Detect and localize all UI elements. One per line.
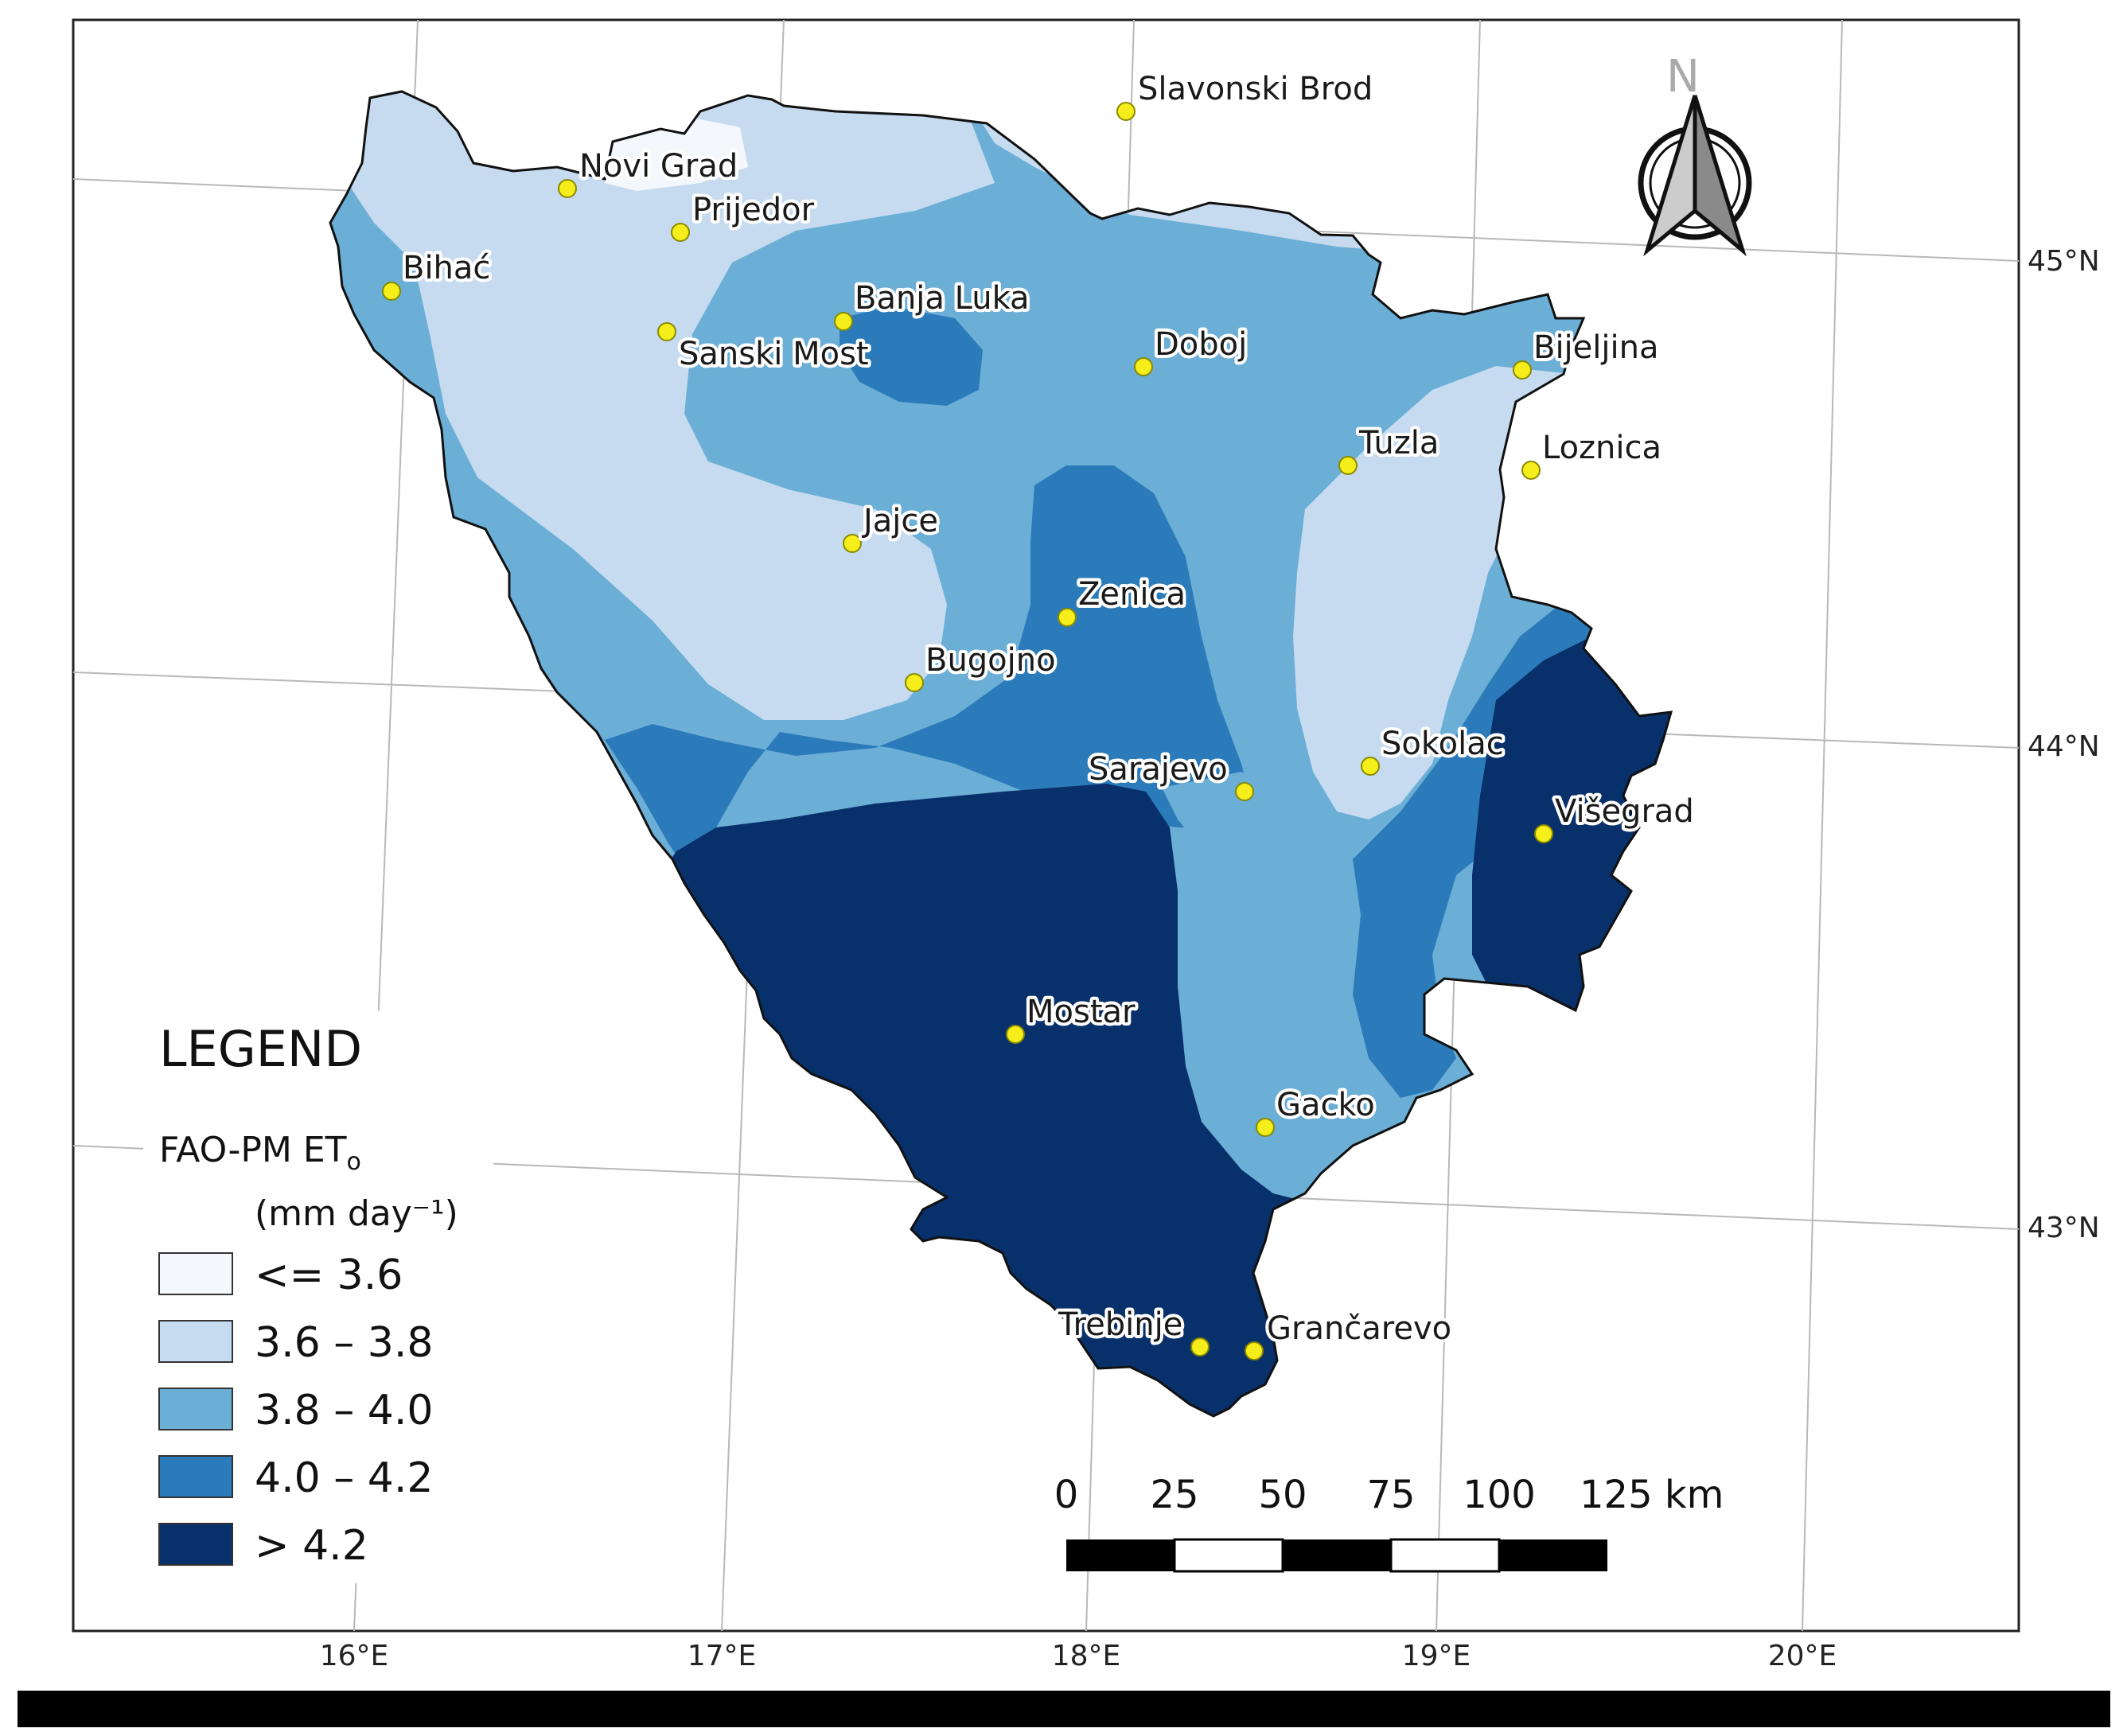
country-border [329,90,1673,1418]
city-marker-grancarevo [1245,1341,1264,1360]
city-label-bugojno: Bugojno [925,642,1056,679]
city-marker-bihac [382,282,401,301]
legend: LEGEND FAO-PM ETo (mm day⁻¹) <= 3.6 3.6 … [143,1010,493,1583]
city-marker-sarajevo [1235,782,1254,801]
latitude-labels: 45°N 44°N 43°N [2028,245,2100,1244]
city-label-trebinje: Trebinje [1058,1306,1182,1343]
city-label-banja-luka: Banja Luka [855,280,1030,317]
legend-swatch-3-6-3-8 [158,1320,233,1363]
city-marker-trebinje [1190,1337,1210,1356]
city-marker-mostar [1006,1025,1025,1044]
city-label-doboj: Doboj [1155,326,1247,363]
city-marker-zenica [1058,608,1077,627]
scale-label-100: 100 [1463,1473,1536,1517]
longitude-labels: 16°E 17°E 18°E 19°E 20°E [320,1640,1837,1672]
lon-label-18e: 18°E [1052,1640,1121,1672]
lat-label-45n: 45°N [2028,245,2100,278]
city-label-visegrad: Višegrad [1555,793,1694,830]
city-marker-bijeljina [1513,360,1532,380]
city-marker-jajce [843,534,862,553]
city-marker-sanski-most [657,322,676,341]
city-marker-loznica [1521,461,1541,480]
city-marker-prijedor [671,223,690,242]
city-label-slavonski-brod: Slavonski Brod [1138,71,1373,107]
city-label-grancarevo: Grančarevo [1267,1310,1451,1347]
zone-3-6-3-8-northwest [330,91,995,720]
scale-segment-3 [1283,1539,1391,1571]
lat-label-43n: 43°N [2028,1212,2100,1244]
scale-segment-1 [1066,1539,1175,1571]
city-marker-banja-luka [834,312,853,331]
legend-variable: FAO-PM ETo [159,1130,361,1176]
city-marker-visegrad [1534,824,1553,843]
scale-label-50: 50 [1258,1473,1307,1517]
legend-swatch-3-8-4-0 [158,1388,233,1430]
meridian-20e [1802,19,1843,1632]
city-label-gacko: Gacko [1276,1087,1375,1123]
lon-label-19e: 19°E [1402,1640,1471,1672]
scale-label-75: 75 [1366,1473,1415,1517]
legend-units: (mm day⁻¹) [255,1193,458,1234]
zone-4-0-4-2-banja-luka [840,306,983,406]
city-markers [382,102,1553,1360]
bottom-band [18,1691,2110,1727]
scale-segment-4 [1389,1538,1501,1573]
legend-swatch-4-0-4-2 [158,1455,233,1498]
city-label-mostar: Mostar [1026,994,1136,1030]
city-marker-slavonski-brod [1116,102,1136,121]
city-marker-novi-grad [558,179,577,198]
city-marker-sokolac [1361,757,1380,776]
legend-swatch-gt-4-2 [158,1523,233,1566]
legend-title: LEGEND [159,1020,362,1078]
legend-label-gt-4-2: > 4.2 [255,1522,368,1570]
city-label-sarajevo: Sarajevo [1089,751,1228,788]
legend-label-3-6-3-8: 3.6 – 3.8 [255,1319,433,1367]
city-label-sanski-most: Sanski Most [679,336,869,372]
legend-swatch-le-3-6 [158,1252,233,1295]
city-label-bihac: Bihać [403,250,490,286]
scale-segment-2 [1173,1538,1284,1573]
city-label-bijeljina: Bijeljina [1533,329,1658,366]
city-labels: Slavonski Brod Novi Grad Prijedor Bihać … [399,68,1697,1350]
city-label-prijedor: Prijedor [692,192,815,228]
lon-label-16e: 16°E [320,1640,389,1672]
city-label-jajce: Jajce [861,503,938,539]
legend-label-le-3-6: <= 3.6 [255,1251,403,1299]
lon-label-20e: 20°E [1768,1640,1837,1672]
city-marker-tuzla [1338,456,1358,475]
city-marker-doboj [1134,357,1153,376]
north-arrow-label: N [1666,51,1700,103]
legend-label-4-0-4-2: 4.0 – 4.2 [255,1454,433,1502]
north-arrow-icon: N [1638,51,1752,257]
city-label-loznica: Loznica [1542,430,1661,466]
city-label-sokolac: Sokolac [1381,726,1504,762]
zone-3-8-4-0-south-corridor [1162,772,1369,1193]
scale-label-0: 0 [1054,1473,1079,1517]
scale-label-25: 25 [1150,1473,1198,1517]
city-label-zenica: Zenica [1078,576,1186,613]
scale-label-125km: 125 km [1580,1473,1724,1517]
city-label-novi-grad: Novi Grad [579,148,738,185]
lat-label-44n: 44°N [2028,730,2100,763]
city-label-tuzla: Tuzla [1358,425,1439,461]
lon-label-17e: 17°E [688,1640,757,1672]
city-marker-bugojno [905,673,924,692]
city-marker-gacko [1256,1118,1275,1137]
scale-segment-5 [1499,1539,1607,1571]
legend-label-3-8-4-0: 3.8 – 4.0 [255,1387,433,1434]
scale-bar: 0 25 50 75 100 125 km [1054,1473,1724,1573]
